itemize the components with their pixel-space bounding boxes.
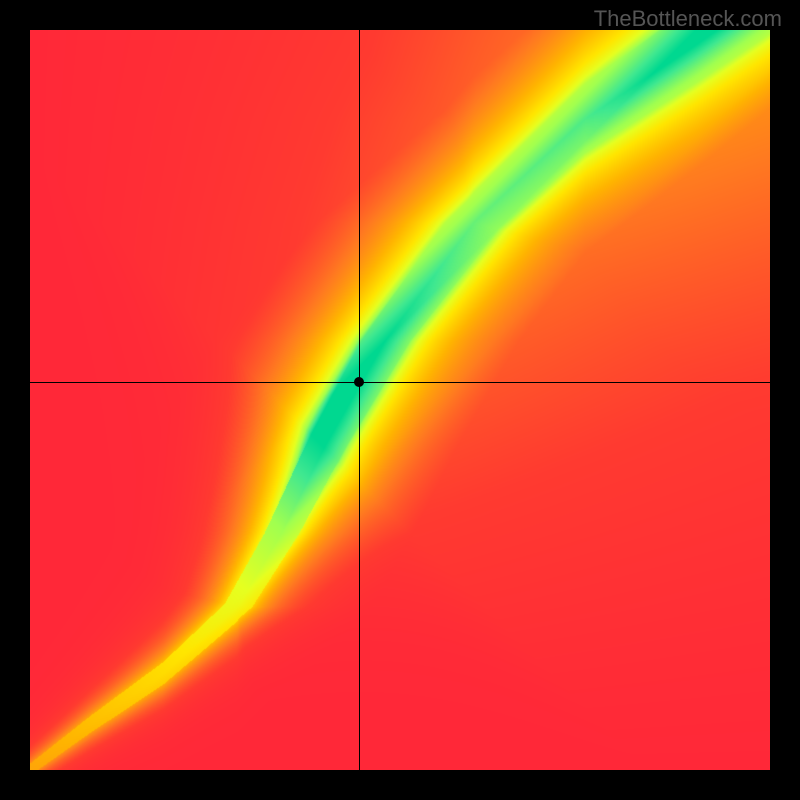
crosshair-vertical [359,30,360,770]
crosshair-marker [354,377,364,387]
crosshair-horizontal [30,382,770,383]
heatmap-plot [30,30,770,770]
heatmap-canvas [30,30,770,770]
watermark-text: TheBottleneck.com [594,6,782,32]
